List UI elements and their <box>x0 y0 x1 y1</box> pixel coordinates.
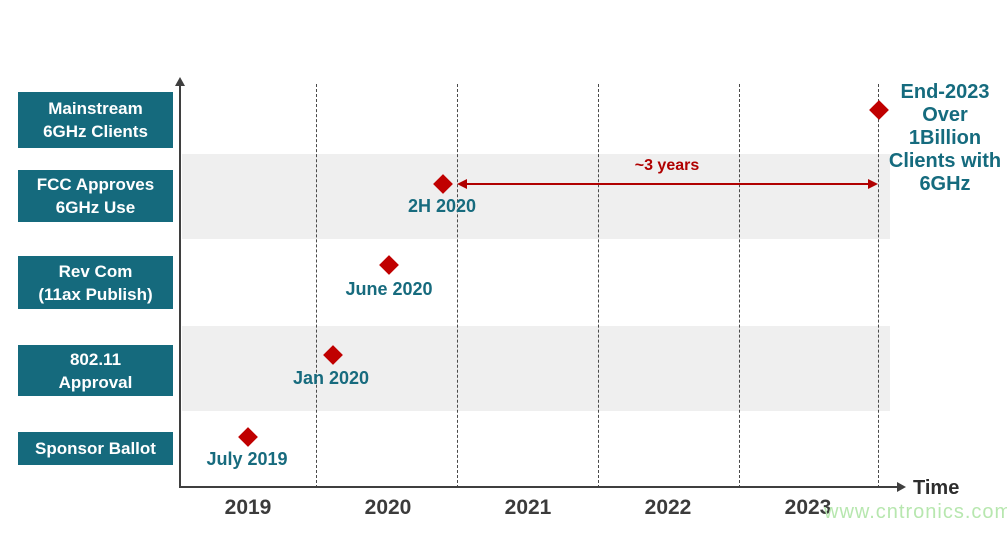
duration-arrow-left-head-icon <box>457 179 467 189</box>
year-tick-2019: 2019 <box>224 496 272 519</box>
year-tick-2022: 2022 <box>644 496 692 519</box>
watermark: www.cntronics.com <box>824 501 1007 523</box>
gridline-2020 <box>316 84 317 488</box>
x-axis-arrowhead-icon <box>897 482 906 492</box>
gridline-2022 <box>598 84 599 488</box>
row-label-rev-com-11ax-publish: Rev Com (11ax Publish) <box>18 256 173 309</box>
y-axis-arrowhead-icon <box>175 77 185 86</box>
row-label-sponsor-ballot: Sponsor Ballot <box>18 432 173 465</box>
duration-label: ~3 years <box>634 157 700 174</box>
gridline-2021 <box>457 84 458 488</box>
year-tick-2020: 2020 <box>364 496 412 519</box>
milestone-label-july-2019: July 2019 <box>206 449 288 469</box>
milestone-label-jan-2020: Jan 2020 <box>292 368 370 388</box>
row-label-fcc-approves-6ghz-use: FCC Approves 6GHz Use <box>18 170 173 222</box>
milestone-label-june-2020: June 2020 <box>345 279 433 299</box>
row-band-fcc <box>182 154 890 239</box>
year-tick-2023: 2023 <box>784 496 832 519</box>
row-label-80211-approval: 802.11 Approval <box>18 345 173 396</box>
time-axis-label: Time <box>913 477 960 499</box>
row-label-mainstream-6ghz-clients: Mainstream 6GHz Clients <box>18 92 173 148</box>
milestone-diamond-july-2019 <box>238 427 258 447</box>
milestone-diamond-june-2020 <box>379 255 399 275</box>
row-band-80211 <box>182 326 890 411</box>
end-2023-note: End-2023 Over 1Billion Clients with 6GHz <box>888 81 1002 195</box>
gridline-2023 <box>739 84 740 488</box>
y-axis <box>179 86 181 488</box>
milestone-label-2h-2020: 2H 2020 <box>407 196 477 216</box>
duration-arrow-right-head-icon <box>868 179 878 189</box>
x-axis <box>179 486 898 488</box>
gridline-2024 <box>878 84 879 488</box>
year-tick-2021: 2021 <box>504 496 552 519</box>
duration-arrow-line <box>466 183 870 185</box>
